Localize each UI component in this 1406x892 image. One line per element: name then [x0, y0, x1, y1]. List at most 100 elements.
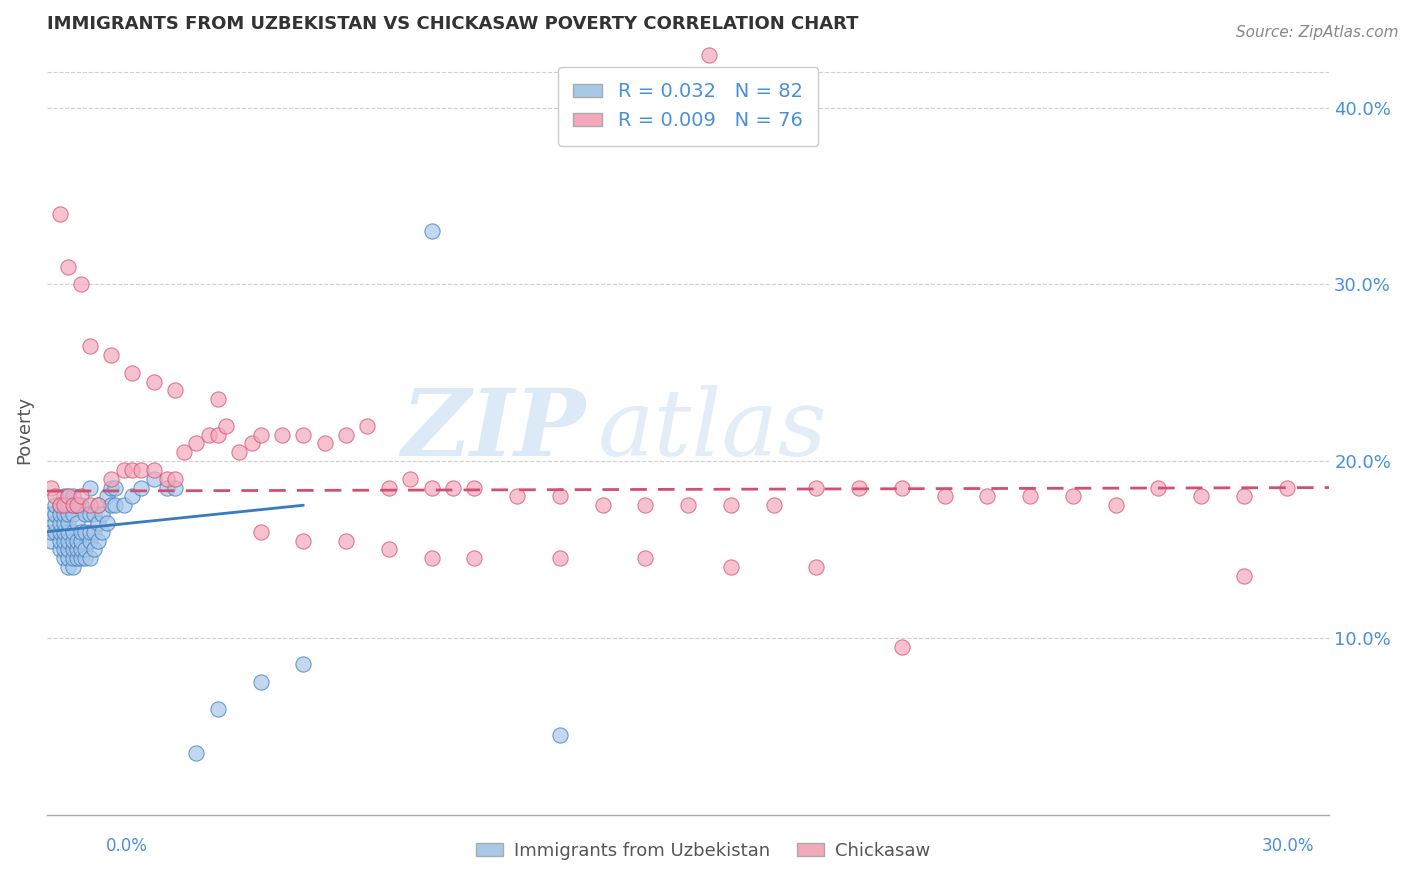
Text: Source: ZipAtlas.com: Source: ZipAtlas.com	[1236, 25, 1399, 40]
Point	[62, 507, 84, 521]
Point	[48, 206, 70, 220]
Point	[53, 507, 76, 521]
Point	[44, 516, 66, 530]
Point	[44, 498, 66, 512]
Point	[463, 481, 485, 495]
Point	[420, 481, 443, 495]
Point	[58, 533, 80, 548]
Point	[155, 481, 177, 495]
Point	[121, 366, 143, 380]
Point	[1062, 489, 1084, 503]
Point	[142, 472, 165, 486]
Point	[1233, 569, 1256, 583]
Point	[142, 463, 165, 477]
Point	[699, 47, 721, 62]
Point	[62, 489, 84, 503]
Point	[890, 481, 912, 495]
Point	[87, 516, 110, 530]
Point	[806, 481, 828, 495]
Point	[48, 516, 70, 530]
Point	[91, 507, 114, 521]
Text: 30.0%: 30.0%	[1263, 837, 1315, 855]
Point	[91, 524, 114, 539]
Point	[75, 507, 97, 521]
Point	[58, 516, 80, 530]
Point	[70, 498, 93, 512]
Point	[207, 701, 229, 715]
Point	[356, 418, 378, 433]
Point	[62, 551, 84, 566]
Point	[44, 507, 66, 521]
Point	[58, 524, 80, 539]
Point	[100, 472, 122, 486]
Point	[165, 472, 187, 486]
Point	[53, 489, 76, 503]
Point	[420, 551, 443, 566]
Point	[165, 384, 187, 398]
Point	[75, 551, 97, 566]
Point	[58, 260, 80, 274]
Point	[104, 498, 127, 512]
Point	[48, 524, 70, 539]
Legend: R = 0.032   N = 82, R = 0.009   N = 76: R = 0.032 N = 82, R = 0.009 N = 76	[558, 67, 818, 145]
Point	[79, 533, 101, 548]
Point	[83, 524, 105, 539]
Point	[378, 481, 401, 495]
Point	[215, 418, 238, 433]
Point	[420, 224, 443, 238]
Point	[44, 524, 66, 539]
Point	[48, 542, 70, 557]
Point	[186, 436, 208, 450]
Point	[335, 427, 357, 442]
Point	[121, 489, 143, 503]
Point	[79, 498, 101, 512]
Point	[79, 524, 101, 539]
Point	[100, 498, 122, 512]
Point	[66, 498, 89, 512]
Legend: Immigrants from Uzbekistan, Chickasaw: Immigrants from Uzbekistan, Chickasaw	[468, 835, 938, 867]
Point	[198, 427, 221, 442]
Point	[112, 498, 135, 512]
Point	[62, 498, 84, 512]
Point	[83, 507, 105, 521]
Point	[240, 436, 263, 450]
Point	[548, 728, 571, 742]
Point	[292, 533, 315, 548]
Point	[173, 445, 195, 459]
Point	[53, 533, 76, 548]
Point	[48, 507, 70, 521]
Point	[53, 498, 76, 512]
Point	[62, 524, 84, 539]
Point	[83, 542, 105, 557]
Y-axis label: Poverty: Poverty	[15, 396, 32, 464]
Point	[53, 542, 76, 557]
Point	[207, 427, 229, 442]
Point	[292, 657, 315, 672]
Point	[62, 498, 84, 512]
Point	[271, 427, 294, 442]
Text: IMMIGRANTS FROM UZBEKISTAN VS CHICKASAW POVERTY CORRELATION CHART: IMMIGRANTS FROM UZBEKISTAN VS CHICKASAW …	[46, 15, 859, 33]
Point	[39, 524, 62, 539]
Point	[762, 498, 785, 512]
Point	[335, 533, 357, 548]
Point	[70, 533, 93, 548]
Point	[58, 551, 80, 566]
Point	[53, 524, 76, 539]
Point	[634, 498, 657, 512]
Point	[96, 516, 118, 530]
Point	[378, 542, 401, 557]
Point	[249, 427, 271, 442]
Point	[53, 516, 76, 530]
Point	[66, 516, 89, 530]
Point	[1275, 481, 1298, 495]
Point	[890, 640, 912, 654]
Point	[292, 427, 315, 442]
Point	[70, 489, 93, 503]
Point	[314, 436, 336, 450]
Point	[155, 472, 177, 486]
Point	[806, 560, 828, 574]
Point	[104, 481, 127, 495]
Text: atlas: atlas	[599, 385, 828, 475]
Point	[79, 507, 101, 521]
Point	[66, 542, 89, 557]
